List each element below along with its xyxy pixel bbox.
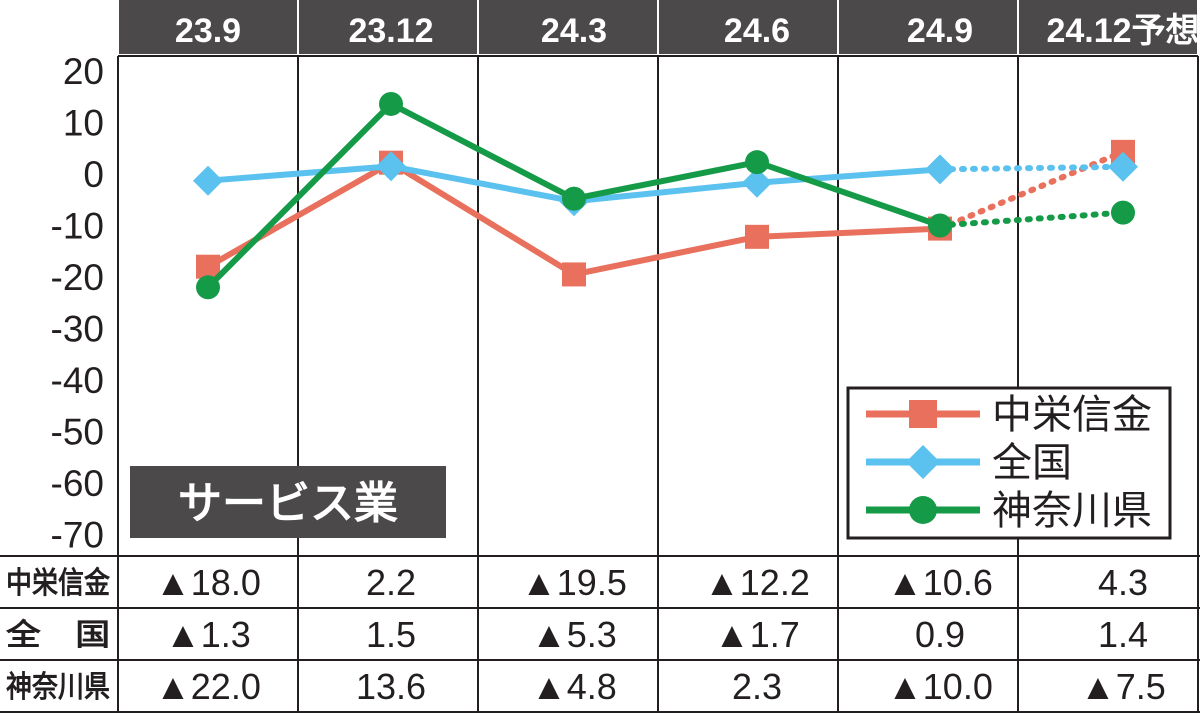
y-tick-label: 20 (63, 51, 104, 92)
table-cell: 2.3 (732, 666, 782, 707)
table-cell: ▲19.5 (521, 562, 627, 603)
legend-label: 中栄信金 (992, 393, 1152, 437)
data-point (745, 224, 769, 249)
data-point (1108, 151, 1138, 182)
data-point (196, 275, 220, 300)
data-point (193, 165, 223, 196)
y-tick-label: -50 (51, 412, 104, 453)
data-point (379, 91, 403, 116)
y-tick-label: -60 (51, 463, 104, 504)
table-cell: 4.3 (1098, 562, 1148, 603)
header-cell (659, 0, 837, 54)
grid (0, 55, 1200, 713)
y-tick-label: 10 (63, 103, 104, 144)
table-cell: 1.5 (366, 614, 416, 655)
legend-marker (909, 400, 937, 428)
data-point (562, 262, 586, 287)
data-point (562, 186, 586, 211)
header-cell (1019, 0, 1197, 54)
x-tick-label: 24.12予想 (1046, 12, 1199, 50)
series-circle (196, 91, 1135, 300)
data-point (925, 154, 955, 185)
data-table: 中栄信金 ▲18.0 2.2 ▲19.5 ▲12.2 ▲10.6 4.3 全 国 ▲1.3 1.5… (5, 562, 1166, 707)
panel-label: サービス業 (130, 466, 446, 538)
x-tick-label: 24.3 (541, 12, 607, 50)
table-cell: ▲1.3 (165, 614, 251, 655)
data-point (928, 213, 952, 238)
data-point (196, 254, 220, 279)
x-tick-label: 24.6 (724, 12, 790, 50)
table-cell: ▲10.6 (887, 562, 993, 603)
table-cell: 1.4 (1098, 614, 1148, 655)
legend-marker (906, 445, 940, 479)
table-cell: ▲22.0 (155, 666, 261, 707)
legend-label: 神奈川県 (992, 489, 1152, 533)
table-cell: 0.9 (915, 614, 965, 655)
table-cell: ▲4.8 (531, 666, 617, 707)
y-tick-label: -10 (51, 206, 104, 247)
legend-label: 全国 (992, 441, 1072, 485)
table-cell: ▲7.5 (1080, 666, 1166, 707)
table-cell: ▲5.3 (531, 614, 617, 655)
series-forecast-line (937, 163, 1126, 173)
data-point (742, 167, 772, 198)
x-tick-label: 23.9 (175, 12, 241, 50)
header-cell (299, 0, 477, 54)
legend-marker (909, 496, 937, 524)
x-tick-label: 23.12 (348, 12, 433, 50)
table-cell: ▲18.0 (155, 562, 261, 603)
table-cell: 2.2 (366, 562, 416, 603)
table-cell: ▲12.2 (704, 562, 810, 603)
table-row-label: 中栄信金 (6, 566, 111, 600)
x-tick-label: 24.9 (907, 12, 973, 50)
header-cell (479, 0, 657, 54)
series (193, 91, 1138, 300)
data-point (745, 150, 769, 175)
y-tick-label: 0 (83, 154, 104, 195)
table-row-label: 全 国 (5, 618, 110, 652)
data-point (376, 151, 406, 182)
table-cell: 13.6 (356, 666, 426, 707)
header-row: 23.9 23.12 24.3 24.6 24.9 24.12予想 (119, 0, 1200, 54)
table-cell: ▲10.0 (887, 666, 993, 707)
header-cell (839, 0, 1017, 54)
y-tick-label: -30 (51, 309, 104, 350)
series-forecast-line (937, 209, 1126, 229)
table-cell: ▲1.7 (714, 614, 800, 655)
panel-label-bg (130, 466, 446, 538)
y-tick-label: -70 (51, 515, 104, 556)
header-cell (119, 0, 297, 54)
y-tick-label: -40 (51, 360, 104, 401)
data-point (1111, 200, 1135, 225)
panel-label-text: サービス業 (178, 479, 398, 528)
y-axis-ticks: 20 10 0 -10 -20 -30 -40 -50 -60 -70 (51, 51, 104, 556)
y-tick-label: -20 (51, 257, 104, 298)
table-row-label: 神奈川県 (6, 671, 110, 704)
